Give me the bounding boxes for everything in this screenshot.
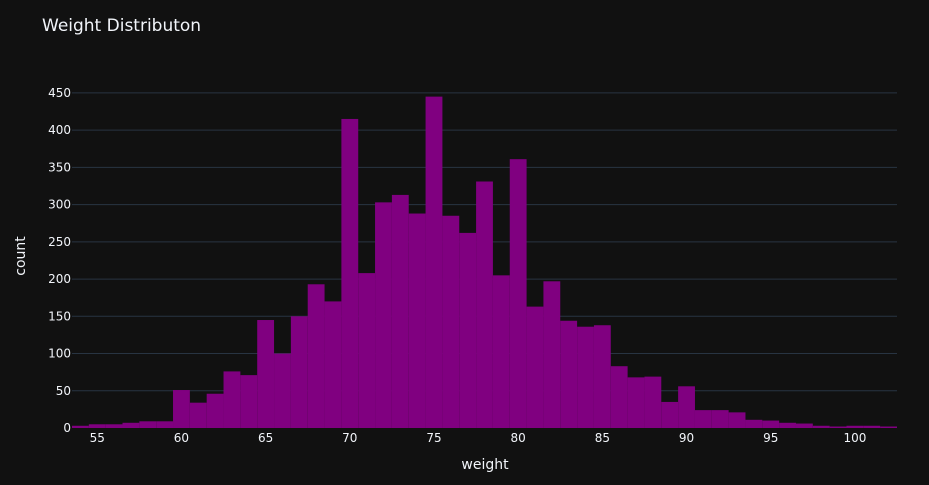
- histogram-bar: [863, 425, 881, 428]
- histogram-bar: [257, 320, 275, 428]
- histogram-bar: [661, 401, 679, 428]
- histogram-bar: [711, 410, 729, 428]
- histogram-bar: [105, 424, 123, 428]
- histogram-bar: [375, 202, 392, 428]
- histogram-bar: [425, 96, 443, 429]
- histogram-bar: [156, 421, 174, 428]
- histogram-bar: [173, 390, 190, 428]
- y-tick-label: 150: [48, 309, 71, 323]
- histogram-bar: [341, 118, 359, 428]
- x-tick-label: 80: [511, 431, 526, 445]
- histogram-bars: [72, 96, 897, 429]
- histogram-bar: [829, 426, 847, 428]
- histogram-bar: [795, 423, 813, 428]
- y-tick-label: 100: [48, 347, 71, 361]
- x-tick-label: 55: [90, 431, 105, 445]
- histogram-bar: [627, 377, 645, 428]
- histogram-bar: [543, 281, 561, 428]
- histogram-bar: [408, 213, 426, 428]
- y-tick-label: 50: [56, 384, 71, 398]
- x-tick-label: 65: [258, 431, 273, 445]
- histogram-bar: [745, 419, 763, 428]
- y-tick-label: 250: [48, 235, 71, 249]
- histogram-bar: [728, 412, 746, 428]
- histogram-bar: [324, 301, 342, 428]
- histogram-bar: [122, 422, 140, 428]
- histogram-bar: [223, 371, 241, 428]
- y-axis-ticks: 0 50 100 150 200 250 300 350 400 450: [48, 86, 71, 435]
- x-tick-label: 95: [763, 431, 778, 445]
- histogram-bar: [694, 410, 712, 428]
- y-axis-title: count: [13, 236, 29, 276]
- y-tick-label: 0: [63, 421, 71, 435]
- histogram-bar: [274, 353, 291, 428]
- x-axis-title: weight: [461, 457, 509, 473]
- histogram-bar: [526, 306, 544, 428]
- histogram-bar: [358, 273, 376, 428]
- histogram-bar: [509, 159, 527, 428]
- histogram-bar: [442, 215, 460, 428]
- histogram-bar: [846, 425, 864, 428]
- x-tick-label: 70: [342, 431, 357, 445]
- histogram-bar: [139, 421, 157, 428]
- histogram-bar: [189, 402, 207, 428]
- chart-title: Weight Distributon: [42, 16, 202, 36]
- histogram-bar: [610, 366, 628, 428]
- x-tick-label: 100: [843, 431, 866, 445]
- x-tick-label: 75: [426, 431, 441, 445]
- histogram-bar: [492, 275, 510, 428]
- x-tick-label: 85: [595, 431, 610, 445]
- histogram-bar: [678, 386, 695, 428]
- histogram-bar: [307, 284, 325, 428]
- y-tick-label: 400: [48, 123, 71, 137]
- histogram-bar: [72, 425, 89, 428]
- x-tick-label: 90: [679, 431, 694, 445]
- y-tick-label: 200: [48, 272, 71, 286]
- y-tick-label: 300: [48, 198, 71, 212]
- histogram-bar: [88, 424, 106, 428]
- histogram-bar: [206, 393, 224, 428]
- histogram-bar: [779, 422, 796, 428]
- histogram-bar: [240, 375, 258, 428]
- histogram-bar: [560, 320, 578, 428]
- histogram-bar: [290, 316, 308, 428]
- y-tick-label: 350: [48, 160, 71, 174]
- x-axis-ticks: 55 60 65 70 75 80 85 90 95 100: [90, 431, 867, 445]
- x-tick-label: 60: [174, 431, 189, 445]
- histogram-bar: [593, 325, 611, 428]
- y-tick-label: 450: [48, 86, 71, 100]
- histogram-bar: [391, 194, 409, 428]
- histogram-bar: [459, 232, 477, 428]
- histogram-bar: [644, 376, 662, 428]
- histogram-bar: [762, 420, 780, 428]
- histogram-bar: [476, 181, 493, 428]
- histogram-bar: [577, 326, 594, 428]
- histogram-bar: [812, 425, 830, 428]
- histogram-bar: [880, 426, 897, 428]
